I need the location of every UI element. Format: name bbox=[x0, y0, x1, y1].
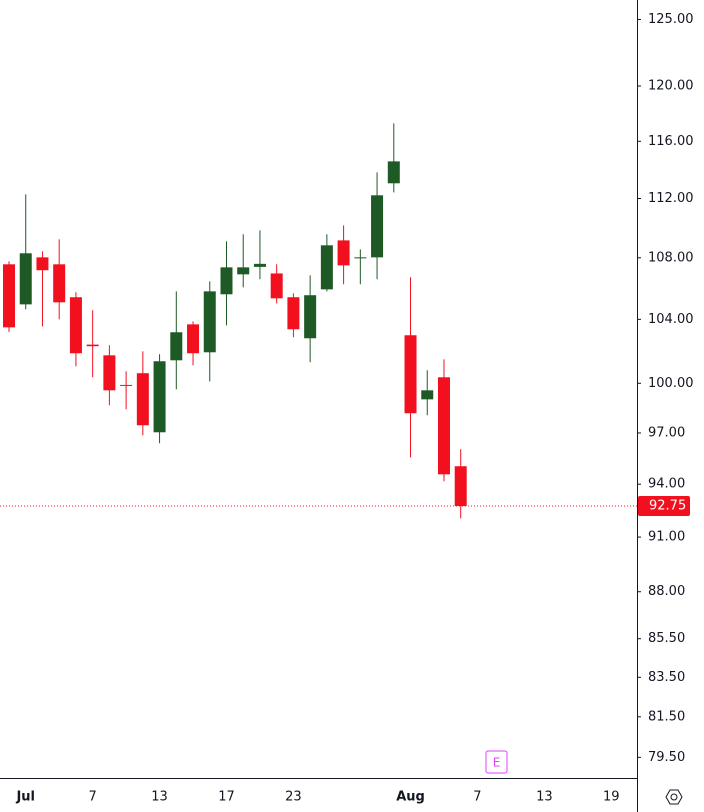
earnings-marker[interactable] bbox=[485, 750, 508, 774]
x-tick-label: 13 bbox=[151, 790, 168, 805]
candle-body bbox=[404, 335, 417, 414]
candle-body bbox=[86, 344, 99, 347]
candle-body bbox=[203, 291, 216, 353]
candle-body bbox=[270, 273, 283, 299]
candle-body bbox=[69, 297, 82, 354]
y-tick-label: 120.00 bbox=[648, 79, 694, 94]
y-tick-label: 81.50 bbox=[648, 709, 685, 724]
earnings-label[interactable]: E bbox=[493, 756, 501, 770]
settings-button[interactable] bbox=[665, 789, 683, 805]
candle-body bbox=[3, 264, 15, 328]
candle-body bbox=[371, 195, 384, 258]
settings-icon[interactable] bbox=[670, 793, 678, 801]
candle-body bbox=[454, 466, 467, 507]
candle-body bbox=[103, 355, 116, 391]
x-tick-label: 19 bbox=[603, 790, 620, 805]
candle-body bbox=[287, 297, 300, 330]
candle-body bbox=[337, 240, 350, 266]
x-tick-label: 17 bbox=[218, 790, 235, 805]
candle-body bbox=[253, 263, 266, 267]
candle-body bbox=[421, 390, 434, 400]
y-tick-label: 91.00 bbox=[648, 530, 685, 545]
y-tick-label: 88.00 bbox=[648, 584, 685, 599]
x-tick-label: Jul bbox=[15, 790, 35, 805]
candle-body bbox=[387, 161, 400, 184]
y-tick-label: 100.00 bbox=[648, 376, 694, 391]
x-tick-label: Aug bbox=[396, 790, 425, 805]
candle-body bbox=[237, 267, 250, 275]
candle-body bbox=[187, 324, 200, 354]
candle-body bbox=[53, 264, 66, 303]
candle-body bbox=[36, 257, 49, 271]
candle-body bbox=[354, 257, 367, 259]
candle-body bbox=[19, 253, 32, 305]
candle-body bbox=[120, 384, 133, 386]
last-price-box bbox=[638, 496, 690, 517]
y-tick-label: 125.00 bbox=[648, 12, 694, 27]
candle-body bbox=[136, 373, 149, 426]
candle-body bbox=[320, 245, 333, 290]
last-price-label: 92.75 bbox=[649, 499, 686, 514]
y-tick-label: 112.00 bbox=[648, 191, 694, 206]
candle-body bbox=[304, 295, 317, 339]
x-tick-label: 13 bbox=[536, 790, 553, 805]
y-tick-label: 83.50 bbox=[648, 670, 685, 685]
candle-body bbox=[170, 332, 183, 361]
settings-icon-frame[interactable] bbox=[665, 789, 683, 805]
x-tick-label: 23 bbox=[285, 790, 302, 805]
x-tick-label: 7 bbox=[89, 790, 97, 805]
y-tick-label: 116.00 bbox=[648, 134, 694, 149]
candle-body bbox=[153, 361, 166, 433]
y-tick-label: 97.00 bbox=[648, 425, 685, 440]
candle-body bbox=[437, 377, 450, 475]
x-tick-label: 7 bbox=[473, 790, 481, 805]
y-tick-label: 104.00 bbox=[648, 312, 694, 327]
y-tick-label: 85.50 bbox=[648, 631, 685, 646]
y-tick-label: 79.50 bbox=[648, 750, 685, 765]
candle-body bbox=[220, 267, 233, 295]
y-tick-label: 94.00 bbox=[648, 477, 685, 492]
y-tick-label: 108.00 bbox=[648, 250, 694, 265]
